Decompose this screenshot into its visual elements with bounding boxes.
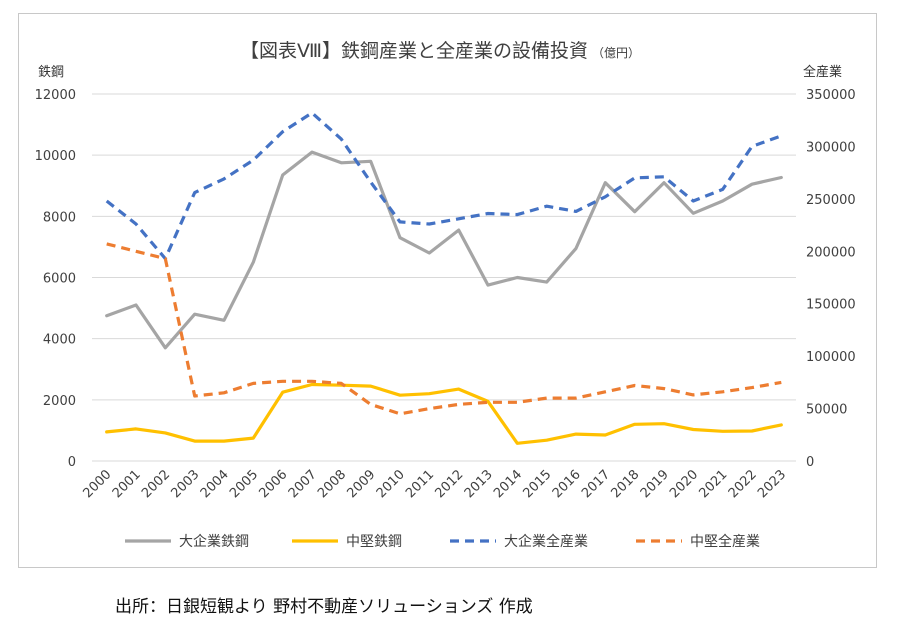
x-axis-tick-label: 2004	[198, 467, 232, 501]
x-axis-ticks: 2000200120022003200420052006200720082009…	[80, 467, 789, 501]
x-axis-tick-label: 2022	[726, 467, 760, 501]
chart-frame	[18, 13, 877, 568]
x-axis-tick-label: 2011	[403, 467, 437, 501]
legend-label: 大企業全産業	[504, 533, 588, 550]
left-axis-tick-label: 6000	[43, 272, 76, 287]
x-axis-tick-label: 2014	[491, 467, 525, 501]
right-axis-tick-label: 300000	[806, 140, 856, 155]
chart-title: 【図表Ⅷ】鉄鋼産業と全産業の設備投資 （億円）	[240, 40, 640, 62]
left-axis-tick-label: 12000	[35, 88, 76, 103]
x-axis-tick-label: 2000	[80, 467, 114, 501]
x-axis-tick-label: 2009	[344, 467, 378, 501]
legend-label: 中堅全産業	[690, 533, 760, 550]
source-note: 出所：日銀短観より 野村不動産ソリューションズ 作成	[115, 597, 533, 617]
gridlines	[92, 93, 796, 462]
left-axis-tick-label: 2000	[43, 394, 76, 409]
x-axis-tick-label: 2005	[227, 467, 261, 501]
series-line	[105, 111, 782, 261]
legend-label: 大企業鉄鋼	[179, 533, 249, 550]
left-axis-ticks: 0 2000 4000 6000 8000 10000 12000	[35, 88, 76, 470]
right-axis-tick-label: 150000	[806, 298, 856, 313]
x-axis-tick-label: 2007	[286, 467, 320, 501]
left-axis-tick-label: 0	[68, 455, 76, 470]
x-axis-tick-label: 2018	[608, 467, 642, 501]
x-axis-tick-label: 2012	[432, 467, 466, 501]
left-axis-tick-label: 4000	[43, 333, 76, 348]
x-axis-tick-label: 2016	[550, 467, 584, 501]
x-axis-tick-label: 2003	[168, 467, 202, 501]
x-axis-tick-label: 2010	[374, 467, 408, 501]
x-axis-tick-label: 2013	[462, 467, 496, 501]
series-line	[105, 150, 783, 350]
x-axis-tick-label: 2019	[638, 467, 672, 501]
x-axis-tick-label: 2002	[139, 467, 173, 501]
right-axis-tick-label: 0	[806, 455, 814, 470]
right-axis-tick-label: 100000	[806, 350, 856, 365]
right-axis-tick-label: 250000	[806, 193, 856, 208]
right-axis-tick-label: 350000	[806, 88, 856, 103]
series-line	[105, 382, 783, 445]
right-axis-ticks: 0 50000 100000 150000 200000 250000 300000 3500…	[806, 88, 856, 470]
x-axis-tick-label: 2020	[667, 467, 701, 501]
x-axis-tick-label: 2021	[696, 467, 730, 501]
chart-title-main: 【図表Ⅷ】鉄鋼産業と全産業の設備投資	[240, 40, 588, 62]
right-axis-label: 全産業	[803, 64, 842, 80]
left-axis-label: 鉄鋼	[38, 65, 64, 80]
right-axis-tick-label: 50000	[806, 403, 847, 418]
x-axis-tick-label: 2017	[579, 467, 613, 501]
series-line	[106, 242, 782, 416]
legend: 大企業鉄鋼 中堅鉄鋼 大企業全産業 中堅全産業	[125, 533, 760, 550]
series-lines	[105, 111, 783, 445]
chart-title-unit: （億円）	[592, 46, 640, 60]
x-axis-tick-label: 2006	[256, 467, 290, 501]
x-axis-tick-label: 2015	[520, 467, 554, 501]
left-axis-tick-label: 10000	[35, 149, 76, 164]
right-axis-tick-label: 200000	[806, 245, 856, 260]
x-axis-tick-label: 2023	[755, 467, 789, 501]
x-axis-tick-label: 2001	[110, 467, 144, 501]
x-axis-tick-label: 2008	[315, 467, 349, 501]
legend-label: 中堅鉄鋼	[346, 534, 402, 550]
left-axis-tick-label: 8000	[43, 210, 76, 225]
